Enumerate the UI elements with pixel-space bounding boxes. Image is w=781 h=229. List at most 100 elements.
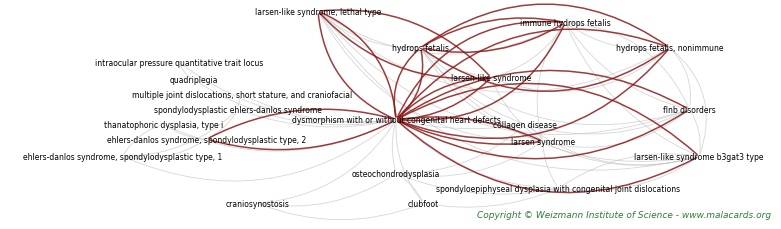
Text: quadriplegia: quadriplegia [169, 76, 218, 85]
FancyArrowPatch shape [181, 65, 394, 123]
FancyArrowPatch shape [423, 25, 563, 53]
FancyArrowPatch shape [494, 50, 668, 92]
FancyArrowPatch shape [423, 51, 522, 124]
Text: clubfoot: clubfoot [408, 199, 439, 208]
FancyArrowPatch shape [196, 82, 394, 125]
FancyArrowPatch shape [125, 112, 236, 157]
Text: thanatophoric dysplasia, type i: thanatophoric dysplasia, type i [104, 120, 223, 129]
FancyArrowPatch shape [527, 126, 697, 165]
Text: larsen-like syndrome, lethal type: larsen-like syndrome, lethal type [255, 8, 381, 16]
FancyArrowPatch shape [562, 158, 697, 191]
FancyArrowPatch shape [260, 123, 394, 203]
Text: immune hydrops fetalis: immune hydrops fetalis [520, 19, 611, 28]
FancyArrowPatch shape [492, 81, 540, 140]
FancyArrowPatch shape [238, 98, 241, 107]
FancyArrowPatch shape [320, 13, 396, 117]
FancyArrowPatch shape [260, 175, 394, 206]
FancyArrowPatch shape [568, 24, 688, 107]
FancyArrowPatch shape [399, 175, 556, 194]
FancyArrowPatch shape [423, 50, 488, 78]
Text: larsen-like syndrome b3gat3 type: larsen-like syndrome b3gat3 type [634, 152, 764, 161]
FancyArrowPatch shape [124, 125, 161, 154]
Text: ehlers-danlos syndrome, spondylodysplastic type, 1: ehlers-danlos syndrome, spondylodysplast… [23, 152, 223, 161]
FancyArrowPatch shape [321, 11, 489, 76]
FancyArrowPatch shape [392, 123, 395, 171]
FancyArrowPatch shape [398, 71, 687, 119]
FancyArrowPatch shape [209, 110, 394, 138]
FancyArrowPatch shape [399, 143, 540, 177]
FancyArrowPatch shape [423, 19, 562, 47]
FancyArrowPatch shape [398, 78, 488, 118]
FancyArrowPatch shape [423, 51, 697, 162]
FancyArrowPatch shape [320, 14, 686, 135]
Text: craniosynostosis: craniosynostosis [226, 199, 290, 208]
Text: hydrops fetalis, nonimmune: hydrops fetalis, nonimmune [616, 44, 724, 53]
FancyArrowPatch shape [423, 50, 686, 125]
FancyArrowPatch shape [494, 26, 564, 77]
FancyArrowPatch shape [399, 121, 540, 145]
FancyArrowPatch shape [423, 5, 668, 47]
FancyArrowPatch shape [320, 14, 668, 93]
FancyArrowPatch shape [398, 51, 423, 118]
FancyArrowPatch shape [320, 14, 563, 55]
FancyArrowPatch shape [398, 84, 697, 155]
Text: larsen-like syndrome: larsen-like syndrome [451, 74, 531, 83]
FancyArrowPatch shape [423, 50, 668, 92]
FancyArrowPatch shape [260, 204, 421, 220]
FancyArrowPatch shape [209, 112, 237, 138]
FancyArrowPatch shape [561, 154, 697, 187]
FancyArrowPatch shape [398, 112, 687, 159]
Text: intraocular pressure quantitative trait locus: intraocular pressure quantitative trait … [95, 59, 263, 68]
FancyArrowPatch shape [319, 14, 540, 142]
FancyArrowPatch shape [543, 144, 557, 186]
FancyArrowPatch shape [319, 15, 394, 119]
FancyArrowPatch shape [398, 122, 697, 193]
FancyArrowPatch shape [125, 141, 205, 159]
FancyArrowPatch shape [398, 22, 562, 118]
Text: collagen disease: collagen disease [494, 120, 557, 129]
FancyArrowPatch shape [396, 123, 422, 201]
FancyArrowPatch shape [399, 117, 540, 141]
FancyArrowPatch shape [125, 122, 394, 181]
FancyArrowPatch shape [166, 126, 204, 139]
FancyArrowPatch shape [545, 112, 687, 148]
Text: dysmorphism with or without congenital heart defects: dysmorphism with or without congenital h… [292, 116, 501, 125]
FancyArrowPatch shape [426, 190, 556, 207]
FancyArrowPatch shape [320, 14, 488, 79]
FancyArrowPatch shape [166, 121, 394, 151]
Text: spondyloepiphyseal dysplasia with congenital joint dislocations: spondyloepiphyseal dysplasia with congen… [437, 184, 680, 193]
Text: hydrops fetalis: hydrops fetalis [392, 44, 449, 53]
FancyArrowPatch shape [398, 30, 667, 118]
FancyArrowPatch shape [422, 51, 540, 141]
Text: multiple joint dislocations, short stature, and craniofacial: multiple joint dislocations, short statu… [132, 91, 352, 100]
Text: flnb disorders: flnb disorders [663, 106, 715, 114]
FancyArrowPatch shape [241, 111, 394, 128]
FancyArrowPatch shape [399, 121, 522, 129]
FancyArrowPatch shape [399, 80, 489, 120]
FancyArrowPatch shape [320, 14, 418, 49]
FancyArrowPatch shape [528, 111, 687, 134]
FancyArrowPatch shape [566, 26, 697, 155]
FancyArrowPatch shape [399, 51, 668, 139]
FancyArrowPatch shape [394, 50, 419, 117]
Text: osteochondrodysplasia: osteochondrodysplasia [352, 169, 440, 178]
FancyArrowPatch shape [399, 127, 523, 174]
Text: ehlers-danlos syndrome, spondylodysplastic type, 2: ehlers-danlos syndrome, spondylodysplast… [107, 135, 306, 144]
Text: spondylodysplastic ehlers-danlos syndrome: spondylodysplastic ehlers-danlos syndrom… [154, 106, 322, 114]
FancyArrowPatch shape [567, 26, 686, 109]
FancyArrowPatch shape [545, 143, 697, 166]
FancyArrowPatch shape [672, 51, 690, 107]
FancyArrowPatch shape [244, 96, 394, 123]
FancyArrowPatch shape [209, 121, 394, 150]
Text: larsen syndrome: larsen syndrome [511, 137, 575, 146]
FancyArrowPatch shape [672, 50, 706, 154]
Text: Copyright © Weizmann Institute of Science - www.malacards.org: Copyright © Weizmann Institute of Scienc… [476, 210, 771, 219]
FancyArrowPatch shape [180, 66, 191, 79]
FancyArrowPatch shape [537, 26, 564, 139]
FancyArrowPatch shape [399, 26, 564, 121]
FancyArrowPatch shape [319, 14, 697, 170]
FancyArrowPatch shape [398, 175, 423, 201]
FancyArrowPatch shape [398, 122, 555, 188]
FancyArrowPatch shape [568, 25, 667, 50]
FancyArrowPatch shape [528, 126, 541, 139]
